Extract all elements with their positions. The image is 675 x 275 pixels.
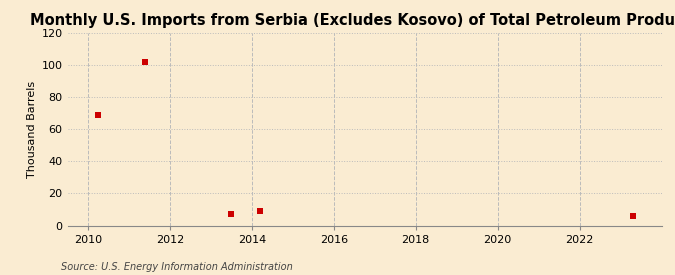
Text: Source: U.S. Energy Information Administration: Source: U.S. Energy Information Administ… <box>61 262 292 272</box>
Y-axis label: Thousand Barrels: Thousand Barrels <box>28 81 37 178</box>
Title: Monthly U.S. Imports from Serbia (Excludes Kosovo) of Total Petroleum Products: Monthly U.S. Imports from Serbia (Exclud… <box>30 13 675 28</box>
